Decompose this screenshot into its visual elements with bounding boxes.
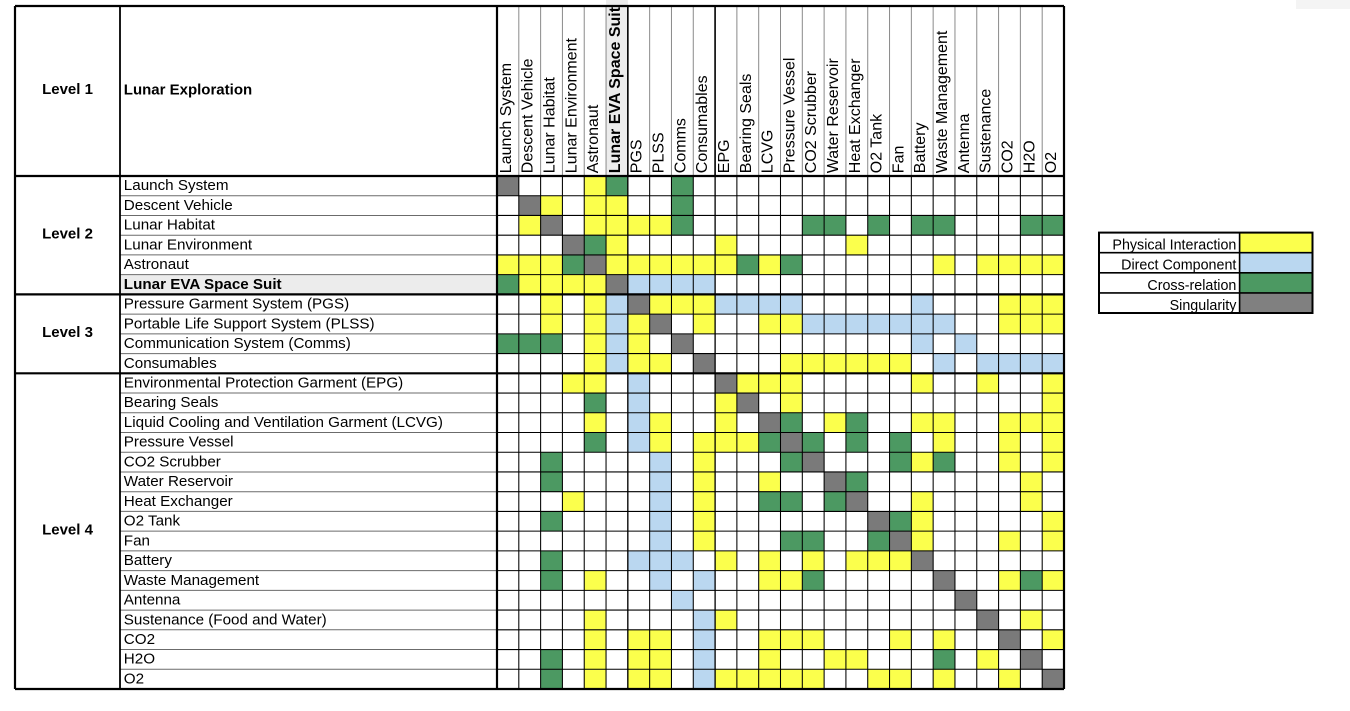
svg-text:Sustenance (Food and Water): Sustenance (Food and Water) xyxy=(124,611,327,628)
svg-text:Pressure Garment System (PGS): Pressure Garment System (PGS) xyxy=(124,296,349,313)
svg-text:Battery: Battery xyxy=(912,123,929,174)
svg-text:Descent Vehicle: Descent Vehicle xyxy=(124,197,233,214)
svg-text:LCVG: LCVG xyxy=(760,130,777,174)
svg-text:Cross-relation: Cross-relation xyxy=(1147,278,1236,294)
svg-text:CO2: CO2 xyxy=(124,631,155,648)
svg-text:Waste Management: Waste Management xyxy=(124,572,260,589)
svg-text:Battery: Battery xyxy=(124,552,173,569)
svg-text:Comms: Comms xyxy=(672,118,689,173)
svg-text:Descent Vehicle: Descent Vehicle xyxy=(520,58,537,173)
svg-text:Lunar Habitat: Lunar Habitat xyxy=(542,77,559,174)
svg-text:Singularity: Singularity xyxy=(1170,298,1238,314)
svg-text:Astronaut: Astronaut xyxy=(585,104,602,173)
svg-text:Lunar Exploration: Lunar Exploration xyxy=(124,81,252,98)
svg-text:CO2 Scrubber: CO2 Scrubber xyxy=(124,453,221,470)
svg-text:O2: O2 xyxy=(1043,152,1060,173)
svg-text:Level 3: Level 3 xyxy=(42,324,93,341)
svg-text:Water Reservoir: Water Reservoir xyxy=(124,473,233,490)
svg-text:Lunar EVA Space Suit: Lunar EVA Space Suit xyxy=(124,276,282,293)
svg-text:Lunar EVA Space Suit: Lunar EVA Space Suit xyxy=(607,6,624,173)
svg-text:Lunar Habitat: Lunar Habitat xyxy=(124,217,216,234)
svg-text:Level 1: Level 1 xyxy=(42,81,93,98)
svg-text:O2: O2 xyxy=(124,670,144,687)
svg-text:Sustenance: Sustenance xyxy=(978,89,995,174)
svg-text:Launch System: Launch System xyxy=(498,63,515,173)
svg-text:PLSS: PLSS xyxy=(651,132,668,173)
svg-text:Pressure Vessel: Pressure Vessel xyxy=(124,434,234,451)
svg-text:CO2 Scrubber: CO2 Scrubber xyxy=(803,70,820,173)
svg-text:EPG: EPG xyxy=(716,139,733,173)
svg-text:Antenna: Antenna xyxy=(124,592,181,609)
svg-text:Pressure Vessel: Pressure Vessel xyxy=(781,58,798,174)
svg-text:Liquid Cooling and Ventilation: Liquid Cooling and Ventilation Garment (… xyxy=(124,414,443,431)
svg-text:Astronaut: Astronaut xyxy=(124,256,190,273)
svg-text:PGS: PGS xyxy=(629,139,646,173)
svg-text:Bearing Seals: Bearing Seals xyxy=(738,74,755,174)
svg-text:Portable Life Support System (: Portable Life Support System (PLSS) xyxy=(124,315,375,332)
svg-text:Consumables: Consumables xyxy=(124,355,217,372)
svg-text:Fan: Fan xyxy=(890,146,907,174)
svg-text:Lunar Environment: Lunar Environment xyxy=(124,236,253,253)
svg-text:Communication System (Comms): Communication System (Comms) xyxy=(124,335,351,352)
svg-text:Heat Exchanger: Heat Exchanger xyxy=(124,493,233,510)
svg-text:Bearing Seals: Bearing Seals xyxy=(124,394,219,411)
svg-text:Physical Interaction: Physical Interaction xyxy=(1112,238,1236,254)
svg-text:Consumables: Consumables xyxy=(694,75,711,173)
svg-text:Water Reservoir: Water Reservoir xyxy=(825,58,842,174)
svg-text:O2 Tank: O2 Tank xyxy=(124,513,181,530)
svg-text:Level 4: Level 4 xyxy=(42,521,94,538)
svg-text:CO2: CO2 xyxy=(999,140,1016,173)
svg-text:H2O: H2O xyxy=(1021,140,1038,173)
svg-text:Antenna: Antenna xyxy=(956,113,973,173)
svg-text:Heat Exchanger: Heat Exchanger xyxy=(847,58,864,173)
svg-text:H2O: H2O xyxy=(124,651,155,668)
svg-text:Direct Component: Direct Component xyxy=(1121,258,1236,274)
svg-text:Launch System: Launch System xyxy=(124,177,229,194)
svg-text:Level 2: Level 2 xyxy=(42,225,93,242)
svg-text:Lunar Environment: Lunar Environment xyxy=(563,37,580,173)
svg-text:O2 Tank: O2 Tank xyxy=(869,113,886,173)
svg-text:Waste Management: Waste Management xyxy=(934,30,951,173)
svg-text:Fan: Fan xyxy=(124,532,150,549)
svg-text:Environmental Protection Garme: Environmental Protection Garment (EPG) xyxy=(124,375,403,392)
